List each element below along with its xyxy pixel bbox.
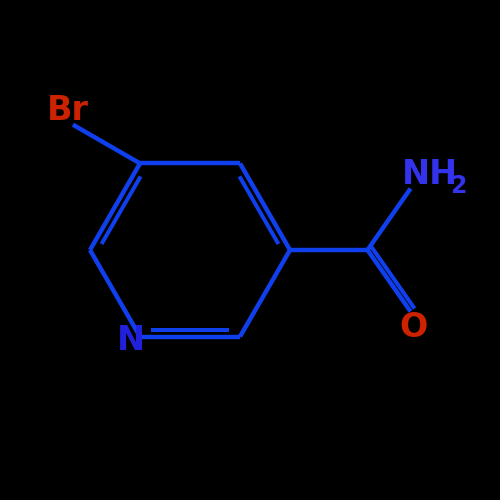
Text: O: O (399, 311, 427, 344)
Text: N: N (117, 324, 145, 357)
Text: 2: 2 (450, 174, 466, 198)
Text: Br: Br (47, 94, 89, 127)
Text: NH: NH (402, 158, 458, 191)
